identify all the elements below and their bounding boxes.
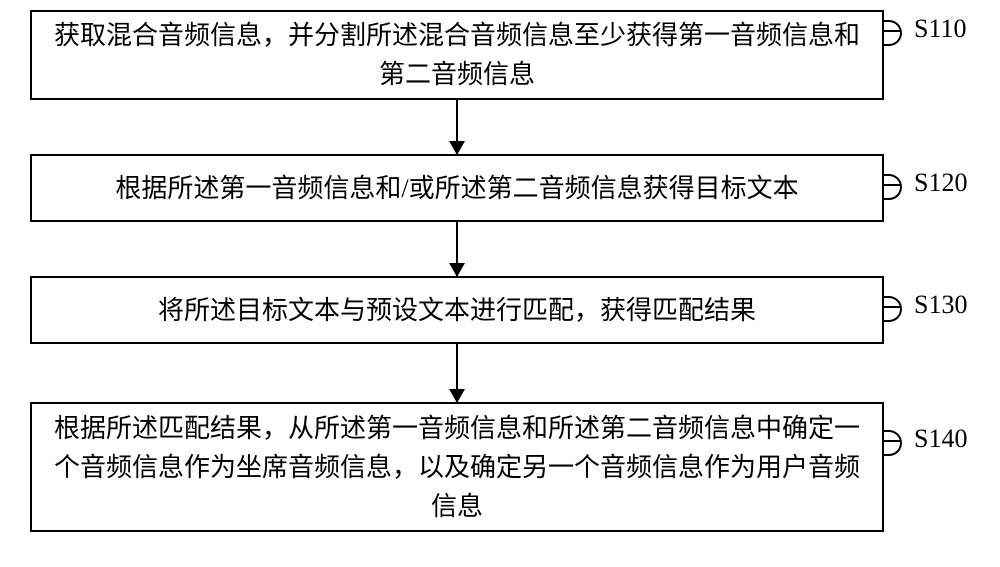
- label-connector: [884, 306, 900, 308]
- flow-step-label-s110: S110: [914, 14, 967, 44]
- label-connector: [884, 440, 900, 442]
- flow-step-text: 根据所述匹配结果，从所述第一音频信息和所述第二音频信息中确定一个音频信息作为坐席…: [44, 409, 870, 526]
- flow-arrow: [456, 100, 458, 154]
- flow-step-label-s130: S130: [914, 290, 967, 320]
- flow-step-s140: 根据所述匹配结果，从所述第一音频信息和所述第二音频信息中确定一个音频信息作为坐席…: [30, 402, 884, 532]
- flow-step-label-s140: S140: [914, 424, 967, 454]
- flow-step-s110: 获取混合音频信息，并分割所述混合音频信息至少获得第一音频信息和第二音频信息: [30, 10, 884, 100]
- flow-step-label-s120: S120: [914, 168, 967, 198]
- flow-step-s130: 将所述目标文本与预设文本进行匹配，获得匹配结果: [30, 276, 884, 344]
- flow-step-text: 根据所述第一音频信息和/或所述第二音频信息获得目标文本: [115, 169, 798, 208]
- label-connector: [884, 184, 900, 186]
- flow-arrow: [456, 222, 458, 276]
- flow-step-text: 将所述目标文本与预设文本进行匹配，获得匹配结果: [158, 291, 756, 330]
- flow-step-s120: 根据所述第一音频信息和/或所述第二音频信息获得目标文本: [30, 154, 884, 222]
- flow-arrow: [456, 344, 458, 402]
- label-connector: [884, 30, 900, 32]
- flowchart-canvas: 获取混合音频信息，并分割所述混合音频信息至少获得第一音频信息和第二音频信息 S1…: [0, 0, 1000, 567]
- flow-step-text: 获取混合音频信息，并分割所述混合音频信息至少获得第一音频信息和第二音频信息: [44, 16, 870, 94]
